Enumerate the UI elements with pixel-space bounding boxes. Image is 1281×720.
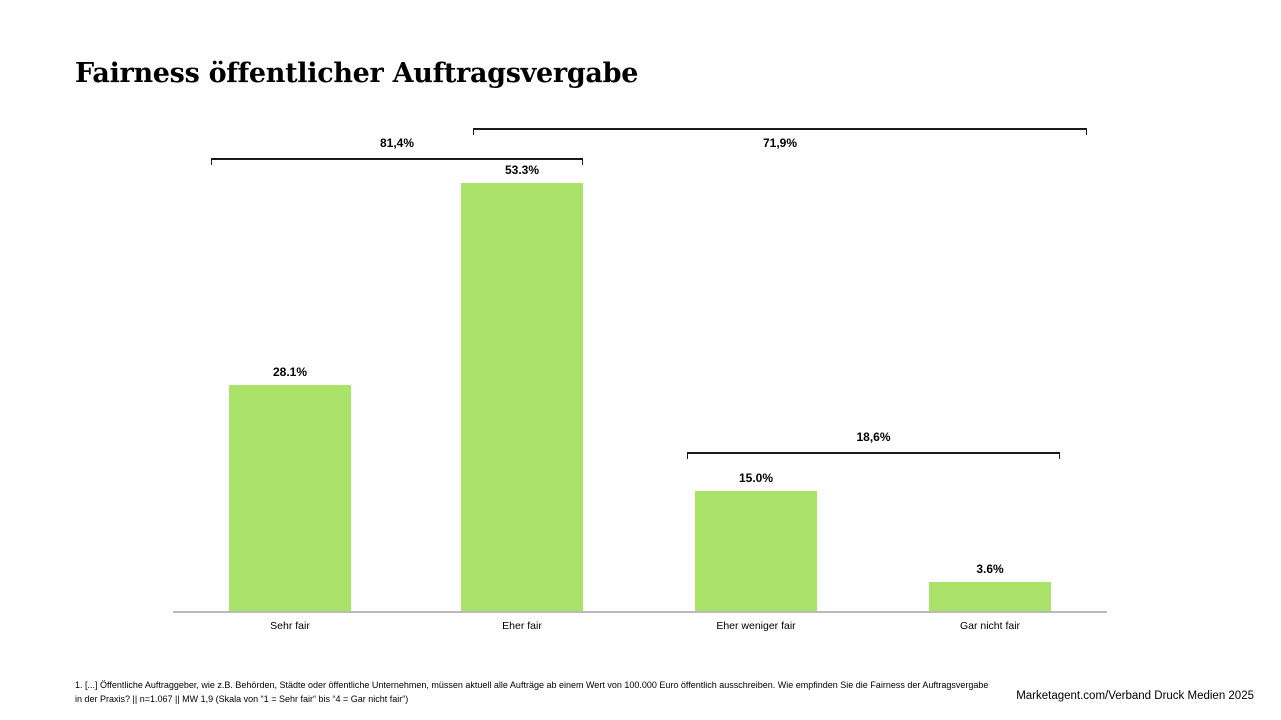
x-axis-category-label: Eher fair xyxy=(502,620,542,632)
bar-value-label: 15.0% xyxy=(738,471,774,485)
footnote-line2: in der Praxis? || n=1.067 || MW 1,9 (Ska… xyxy=(75,693,409,704)
grouping-bracket xyxy=(473,128,1087,135)
bar-eher-weniger-fair xyxy=(695,491,817,611)
grouping-bracket xyxy=(687,452,1060,459)
x-axis-category-label: Eher weniger fair xyxy=(716,620,796,632)
footnote-line1: 1. [...] Öffentliche Auftraggeber, wie z… xyxy=(75,680,989,690)
bracket-value-label: 81,4% xyxy=(379,136,415,150)
chart-title: Fairness öffentlicher Auftragsvergabe xyxy=(75,58,639,89)
bar-value-label: 53.3% xyxy=(504,163,540,177)
x-axis-line xyxy=(173,611,1107,613)
bar-gar-nicht-fair xyxy=(929,582,1051,611)
x-axis-category-label: Gar nicht fair xyxy=(959,620,1021,632)
bar-value-label: 3.6% xyxy=(976,562,1004,576)
bar-value-label: 28.1% xyxy=(272,365,308,379)
bar-sehr-fair xyxy=(229,385,351,611)
bracket-value-label: 71,9% xyxy=(762,136,798,150)
bracket-value-label: 18,6% xyxy=(856,430,891,444)
grouping-bracket xyxy=(211,158,583,165)
x-axis-category-label: Sehr fair xyxy=(270,620,310,632)
attribution-text: Marketagent.com/Verband Druck Medien 202… xyxy=(1016,690,1254,702)
footnote: 1. [...] Öffentliche Auftraggeber, wie z… xyxy=(75,679,988,706)
bar-eher-fair xyxy=(461,183,583,611)
